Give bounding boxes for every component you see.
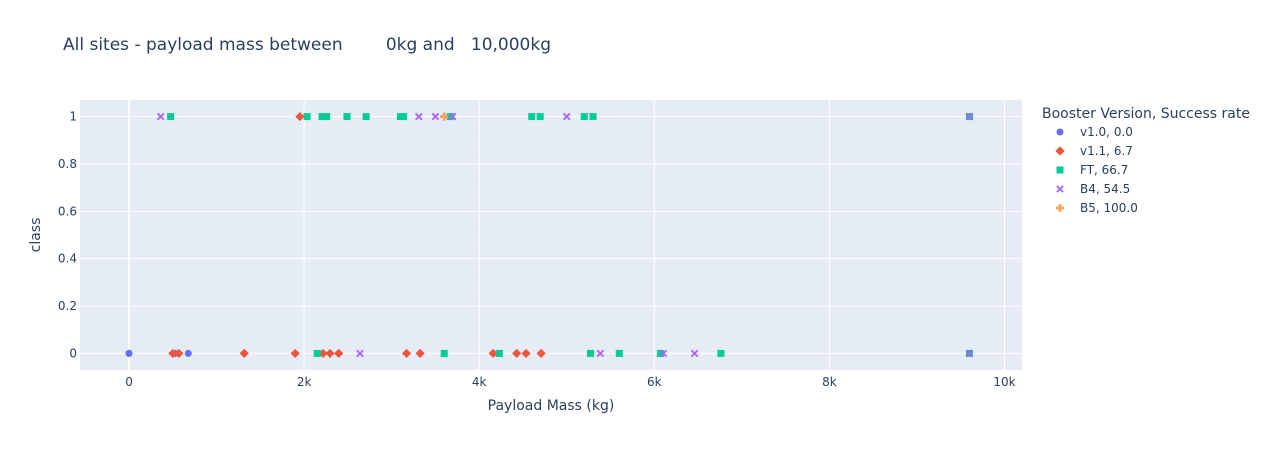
data-point	[313, 349, 321, 357]
legend-marker	[1056, 204, 1064, 212]
x-tick-label: 8k	[822, 375, 837, 389]
data-point	[415, 348, 425, 359]
data-point	[446, 113, 454, 121]
series-cross	[440, 112, 449, 121]
gridlines	[80, 100, 1022, 370]
legend-label: v1.1, 6.7	[1080, 144, 1133, 158]
data-point	[174, 348, 184, 359]
data-point	[596, 349, 605, 358]
data-point	[656, 349, 664, 357]
y-tick-label: 0.4	[58, 252, 77, 266]
plot-area	[80, 100, 1022, 370]
x-tick-label: 10k	[993, 375, 1015, 389]
data-point	[295, 111, 305, 122]
legend-item[interactable]: B5, 100.0	[1056, 201, 1138, 215]
data-point	[415, 112, 423, 121]
data-point	[290, 348, 300, 359]
data-point	[440, 112, 449, 121]
legend-item[interactable]: B4, 54.5	[1056, 182, 1130, 196]
legend-marker	[1055, 146, 1065, 156]
legend-item[interactable]: v1.0, 0.0	[1056, 125, 1133, 139]
legend-items: v1.0, 0.0 v1.1, 6.7 FT, 66.7 B4, 54.5 B5, 10…	[1055, 125, 1138, 215]
data-point	[356, 349, 364, 358]
data-point	[580, 113, 588, 121]
data-point	[659, 349, 668, 358]
y-tick-label: 1	[69, 110, 77, 124]
data-point	[303, 113, 311, 121]
legend-label: B5, 100.0	[1080, 201, 1138, 215]
y-tick-label: 0	[69, 346, 77, 360]
series-square	[167, 113, 973, 357]
data-point	[536, 113, 544, 121]
data-point	[156, 112, 165, 121]
data-point	[615, 349, 623, 357]
legend-item[interactable]: v1.1, 6.7	[1055, 144, 1133, 158]
y-tick-label: 0.2	[58, 299, 77, 313]
data-point	[562, 112, 571, 121]
data-point	[362, 113, 370, 121]
data-point	[343, 113, 351, 121]
data-point	[168, 348, 178, 359]
legend-marker	[1056, 185, 1064, 193]
data-point	[334, 348, 344, 359]
data-point	[965, 112, 974, 121]
data-points	[125, 111, 974, 359]
data-point	[431, 112, 440, 121]
x-tick-label: 4k	[472, 375, 487, 389]
x-tick-label: 6k	[647, 375, 662, 389]
data-point	[318, 113, 326, 121]
chart-title: All sites - payload mass between 0kg and…	[63, 35, 551, 55]
data-point	[495, 349, 503, 357]
legend-marker	[1056, 166, 1064, 174]
x-tick-label: 0	[125, 375, 133, 389]
data-point	[488, 348, 498, 359]
data-point	[521, 348, 531, 359]
data-point	[717, 349, 725, 357]
data-point	[184, 349, 192, 357]
x-axis-label: Payload Mass (kg)	[488, 398, 615, 414]
y-tick-label: 0.6	[58, 204, 77, 218]
data-point	[239, 348, 249, 359]
y-axis-label: class	[28, 218, 44, 253]
data-point	[690, 349, 699, 358]
data-point	[401, 348, 412, 359]
x-tick-label: 2k	[297, 375, 312, 389]
data-point	[528, 113, 536, 121]
data-point	[400, 113, 408, 121]
data-point	[536, 348, 546, 359]
legend-marker	[1056, 128, 1064, 136]
tick-labels: 0 2k 4k 6k 8k 10k 0 0.2 0.4 0.6 0.8 1	[58, 110, 1016, 389]
data-point	[325, 348, 335, 359]
y-tick-label: 0.8	[58, 157, 77, 171]
legend-item[interactable]: FT, 66.7	[1056, 163, 1129, 177]
legend-label: B4, 54.5	[1080, 182, 1130, 196]
legend: Booster Version, Success rate v1.0, 0.0v…	[1042, 106, 1250, 215]
series-x	[156, 112, 974, 358]
legend-title: Booster Version, Success rate	[1042, 106, 1250, 122]
data-point	[965, 349, 974, 358]
data-point	[167, 113, 175, 121]
data-point	[589, 113, 597, 121]
data-point	[323, 113, 331, 121]
data-point	[586, 349, 594, 357]
data-point	[125, 349, 133, 357]
legend-label: FT, 66.7	[1080, 163, 1128, 177]
legend-label: v1.0, 0.0	[1080, 125, 1133, 139]
series-diamond	[168, 111, 546, 359]
data-point	[448, 112, 457, 121]
data-point	[440, 349, 448, 357]
data-point	[512, 348, 522, 359]
